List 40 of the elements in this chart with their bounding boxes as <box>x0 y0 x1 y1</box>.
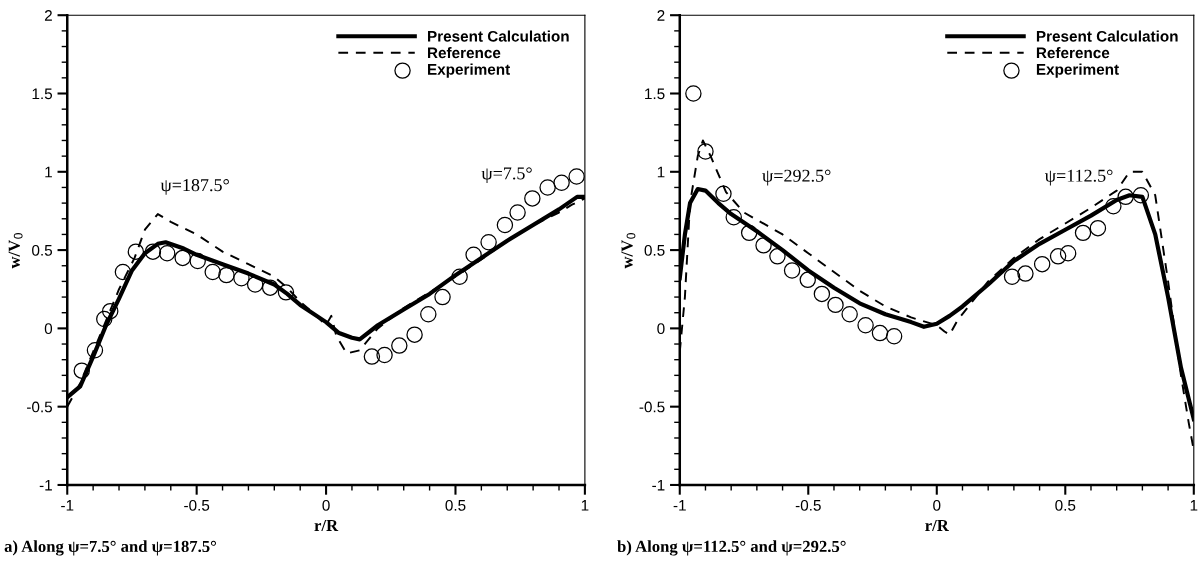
x-tick-label: 0 <box>322 499 330 511</box>
y-axis-title: w/V$_{0}$ <box>621 232 636 269</box>
x-tick-label: 1 <box>1190 500 1198 511</box>
y-tick-label: -0.5 <box>639 401 665 413</box>
legend-label: Experiment <box>1036 63 1119 78</box>
y-tick-label: 0.5 <box>32 244 53 256</box>
y-tick-label: 1 <box>657 166 665 178</box>
y-tick-label: -1 <box>652 479 665 491</box>
x-axis-title: r/R <box>314 519 339 532</box>
annotation: ψ=187.5° <box>160 179 229 195</box>
annotation: ψ=112.5° <box>1044 169 1113 186</box>
x-tick-label: -1 <box>61 500 74 511</box>
y-tick-label: 2 <box>44 10 52 21</box>
legend-label: Reference <box>428 47 501 59</box>
x-tick-label: -1 <box>673 500 686 511</box>
x-tick-label: -0.5 <box>795 499 821 511</box>
x-axis-title: r/R <box>925 519 949 532</box>
y-tick-label: -1 <box>39 479 52 491</box>
legend-label: Present Calculation <box>428 30 569 42</box>
x-tick-label: 0 <box>933 499 941 511</box>
legend-label: Present Calculation <box>1036 30 1178 42</box>
annotation: ψ=7.5° <box>481 167 532 184</box>
y-tick-label: 2 <box>657 10 665 21</box>
x-tick-label: 1 <box>581 500 589 511</box>
text: b) Along ψ=112.5° and ψ=292.5° <box>617 540 846 556</box>
y-tick-label: 1.5 <box>32 88 53 100</box>
y-tick-label: 1 <box>45 166 52 178</box>
y-tick-label: 0.5 <box>644 244 665 256</box>
y-axis-title: w/V$_{0}$ <box>8 232 23 269</box>
text: a) Along ψ=7.5° and ψ=187.5° <box>4 540 216 556</box>
y-tick-label: 1.5 <box>645 88 665 100</box>
legend-label: Experiment <box>428 63 511 78</box>
legend-label: Reference <box>1036 47 1110 59</box>
y-tick-label: -0.5 <box>27 401 53 413</box>
annotation: ψ=292.5° <box>762 169 831 186</box>
x-tick-label: 0.5 <box>1055 499 1076 511</box>
y-tick-label: 0 <box>657 323 665 335</box>
x-tick-label: -0.5 <box>184 499 210 511</box>
x-tick-label: 0.5 <box>445 499 466 511</box>
y-tick-label: 0 <box>44 323 53 335</box>
